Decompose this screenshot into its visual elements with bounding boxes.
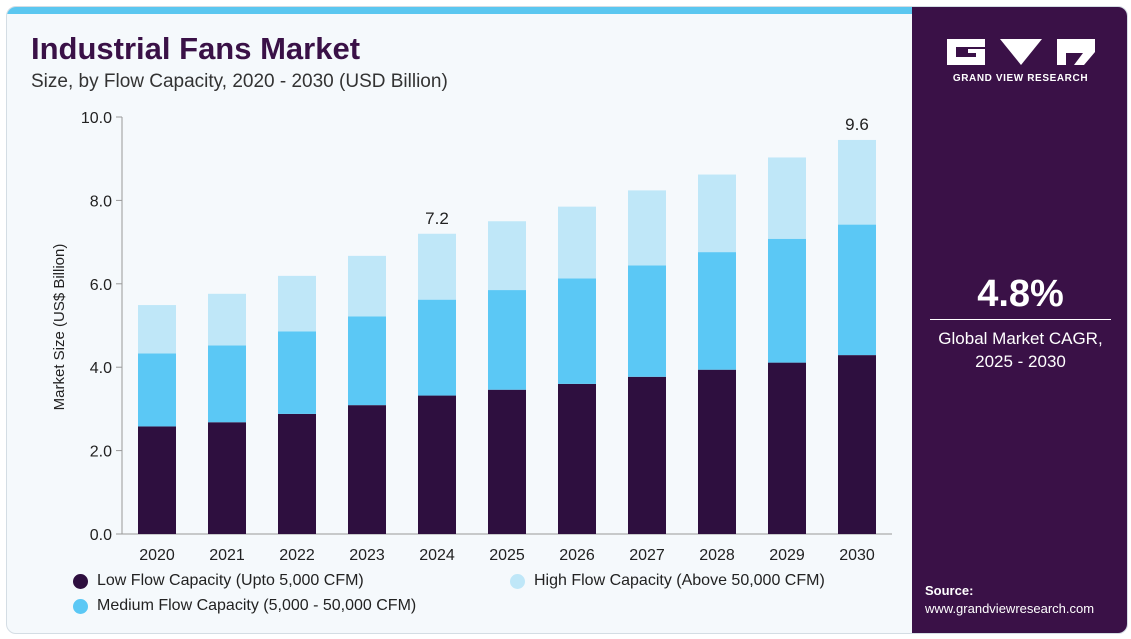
x-tick-label: 2027	[629, 547, 665, 564]
bar-segment-high-2028	[698, 174, 736, 253]
bar-segment-medium-2030	[838, 224, 876, 356]
y-tick-label: 6.0	[90, 277, 112, 294]
legend-label-low-flow: Low Flow Capacity (Upto 5,000 CFM)	[97, 572, 364, 589]
bar-segment-medium-2026	[558, 278, 596, 384]
bar-segment-low-2022	[278, 413, 316, 534]
x-tick-label: 2021	[209, 547, 245, 564]
cagr-label: Global Market CAGR, 2025 - 2030	[912, 327, 1127, 373]
bar-segment-low-2027	[628, 376, 666, 534]
bar-segment-low-2030	[838, 355, 876, 534]
cagr-value: 4.8%	[977, 273, 1064, 315]
cagr-label-line2: 2025 - 2030	[975, 352, 1066, 371]
bar-segment-high-2029	[768, 157, 806, 239]
y-tick-label: 10.0	[81, 110, 112, 127]
bar-segment-low-2023	[348, 405, 386, 534]
y-tick-label: 8.0	[90, 193, 112, 210]
infographic-card: Industrial Fans Market Size, by Flow Cap…	[6, 6, 1128, 634]
legend-swatch-medium-flow	[73, 598, 88, 614]
bar-segment-low-2024	[418, 395, 456, 534]
bar-segment-medium-2028	[698, 252, 736, 370]
bar-segment-medium-2022	[278, 331, 316, 414]
y-tick-label: 0.0	[90, 527, 112, 544]
bar-segment-high-2026	[558, 206, 596, 279]
top-accent-bar	[7, 7, 912, 14]
brand-name: GRAND VIEW RESEARCH	[952, 73, 1089, 84]
bar-segment-high-2020	[138, 305, 176, 354]
bar-segment-low-2028	[698, 369, 736, 534]
x-tick-label: 2030	[839, 547, 875, 564]
x-tick-label: 2028	[699, 547, 735, 564]
y-tick-label: 2.0	[90, 444, 112, 461]
bar-segment-high-2030	[838, 139, 876, 225]
stacked-bar-chart: 0.0 2.0 4.0 6.0 8.0 10.0 Market Size (US$ Bill…	[51, 110, 892, 564]
x-tick-label: 2023	[349, 547, 385, 564]
legend-swatch-low-flow	[73, 573, 88, 589]
y-axis-title: Market Size (US$ Billion)	[51, 244, 68, 411]
x-tick-label: 2022	[279, 547, 315, 564]
y-tick-label: 4.0	[90, 360, 112, 377]
legend-swatch-high-flow	[510, 573, 525, 589]
legend-item-low-flow: Low Flow Capacity (Upto 5,000 CFM)	[73, 572, 364, 590]
chart-subtitle: Size, by Flow Capacity, 2020 - 2030 (USD…	[31, 71, 448, 92]
bar-segment-medium-2029	[768, 238, 806, 363]
x-tick-label: 2025	[489, 547, 525, 564]
data-label: 9.6	[845, 115, 869, 134]
legend-item-high-flow: High Flow Capacity (Above 50,000 CFM)	[510, 572, 825, 590]
bar-segment-low-2029	[768, 362, 806, 534]
bar-segment-high-2025	[488, 221, 526, 291]
x-tick-label: 2026	[559, 547, 595, 564]
bar-segment-medium-2023	[348, 316, 386, 406]
bar-segment-high-2027	[628, 190, 666, 266]
chart-title: Industrial Fans Market	[31, 31, 361, 66]
bar-segment-low-2020	[138, 426, 176, 534]
x-tick-label: 2020	[139, 547, 175, 564]
legend-item-medium-flow: Medium Flow Capacity (5,000 - 50,000 CFM…	[73, 597, 416, 615]
source-url: www.grandviewresearch.com	[925, 601, 1095, 616]
cagr-label-line1: Global Market CAGR,	[938, 329, 1103, 348]
bar-segment-medium-2020	[138, 353, 176, 427]
bar-segment-high-2022	[278, 275, 316, 332]
source-label: Source:	[925, 583, 974, 598]
x-tick-label: 2029	[769, 547, 805, 564]
bar-segment-medium-2021	[208, 345, 246, 423]
bar-segment-high-2023	[348, 255, 386, 317]
bar-segment-high-2024	[418, 233, 456, 300]
x-tick-label: 2024	[419, 547, 455, 564]
legend-label-high-flow: High Flow Capacity (Above 50,000 CFM)	[534, 572, 825, 589]
bar-segment-low-2025	[488, 389, 526, 534]
bar-segment-high-2021	[208, 293, 246, 346]
data-label: 7.2	[425, 209, 449, 228]
cagr-divider	[930, 319, 1111, 320]
bar-segment-medium-2025	[488, 290, 526, 390]
bar-segment-medium-2027	[628, 265, 666, 377]
bar-segment-low-2021	[208, 422, 246, 534]
bar-segment-medium-2024	[418, 299, 456, 396]
gvr-logo-icon	[947, 39, 1095, 65]
bar-segment-low-2026	[558, 383, 596, 534]
legend-label-medium-flow: Medium Flow Capacity (5,000 - 50,000 CFM…	[97, 597, 417, 614]
sidebar-panel: GRAND VIEW RESEARCH 4.8% Global Market C…	[912, 7, 1127, 633]
